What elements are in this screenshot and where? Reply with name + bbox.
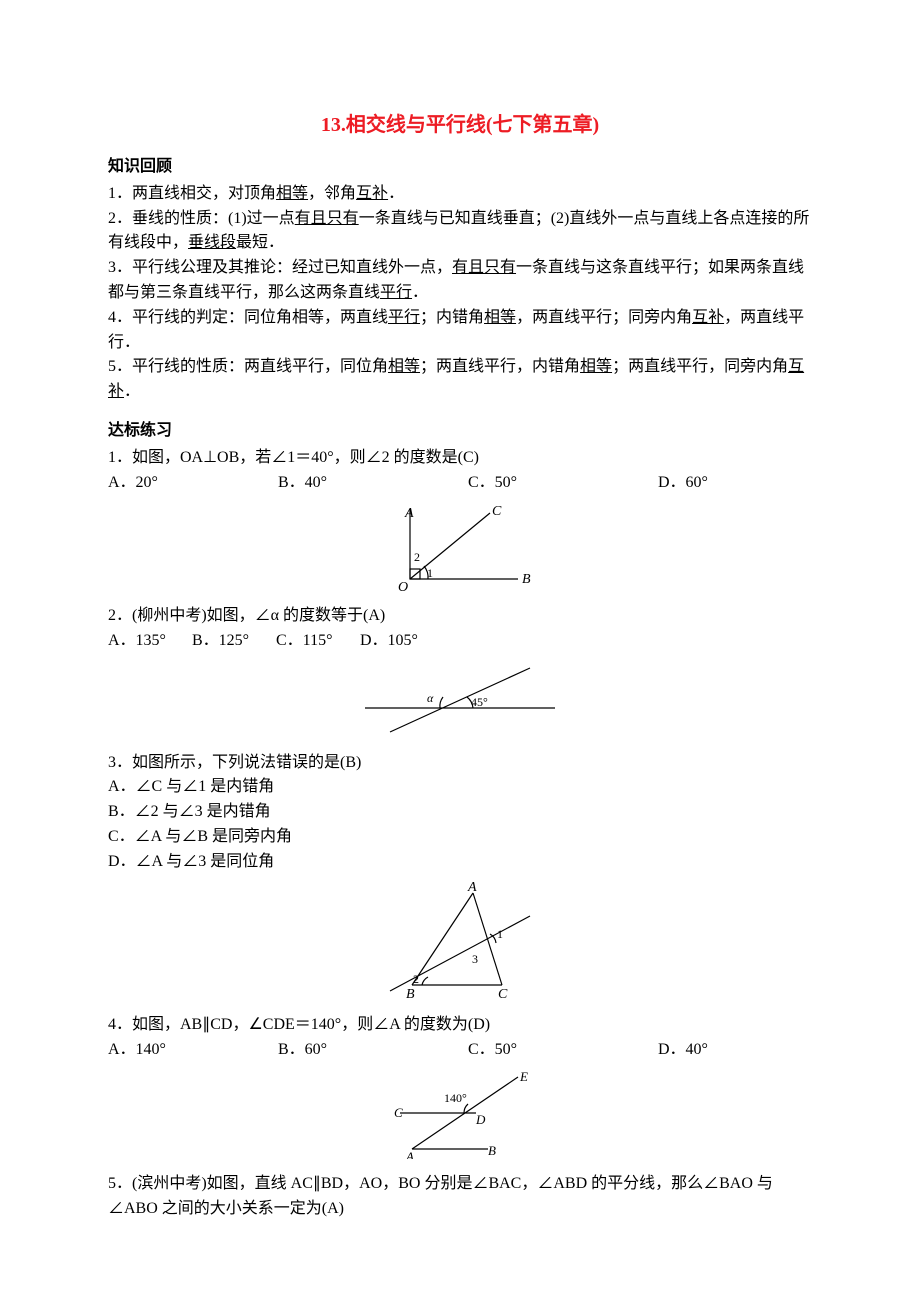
review-head: 知识回顾 bbox=[108, 155, 812, 180]
q2-opt-b: B．125° bbox=[192, 629, 272, 654]
review-p4: 4．平行线的判定：同位角相等，两直线平行；内错角相等，两直线平行；同旁内角互补，… bbox=[108, 306, 812, 356]
label-2: 2 bbox=[414, 550, 420, 564]
blank: 平行 bbox=[388, 309, 420, 326]
label-B: B bbox=[406, 987, 415, 1001]
blank: 相等 bbox=[276, 185, 308, 202]
review-p5: 5．平行线的性质：两直线平行，同位角相等；两直线平行，内错角相等；两直线平行，同… bbox=[108, 355, 812, 405]
label-B: B bbox=[488, 1143, 496, 1158]
q3-opt-b: B．∠2 与∠3 是内错角 bbox=[108, 800, 812, 825]
blank: 相等 bbox=[484, 309, 516, 326]
label-140: 140° bbox=[444, 1091, 467, 1105]
q2-text: 2．(柳州中考)如图，∠α 的度数等于(A) bbox=[108, 604, 812, 629]
label-D: D bbox=[475, 1112, 486, 1127]
q1-opt-d: D．60° bbox=[658, 471, 708, 496]
q1-opt-b: B．40° bbox=[278, 471, 468, 496]
blank: 互补 bbox=[692, 309, 724, 326]
q1-opt-c: C．50° bbox=[468, 471, 658, 496]
label-2: 2 bbox=[413, 972, 419, 986]
q1-text: 1．如图，OA⊥OB，若∠1＝40°，则∠2 的度数是(C) bbox=[108, 446, 812, 471]
blank: 相等 bbox=[580, 358, 612, 375]
q4-figure: C D E A B 140° bbox=[108, 1069, 812, 1168]
q1-opt-a: A．20° bbox=[108, 471, 278, 496]
text: ；两直线平行，内错角 bbox=[420, 358, 580, 375]
text: 最短． bbox=[236, 234, 284, 251]
q4-options: A．140° B．60° C．50° D．40° bbox=[108, 1038, 812, 1063]
q4-text: 4．如图，AB∥CD，∠CDE＝140°，则∠A 的度数为(D) bbox=[108, 1013, 812, 1038]
blank: 有且只有 bbox=[295, 210, 359, 227]
review-p1: 1．两直线相交，对顶角相等，邻角互补． bbox=[108, 182, 812, 207]
text: 3．平行线公理及其推论：经过已知直线外一点， bbox=[108, 259, 452, 276]
q3-figure: A B C 1 2 3 bbox=[108, 881, 812, 1010]
q4-opt-b: B．60° bbox=[278, 1038, 468, 1063]
label-C: C bbox=[498, 987, 508, 1001]
q4-opt-c: C．50° bbox=[468, 1038, 658, 1063]
label-O: O bbox=[398, 580, 408, 591]
blank: 有且只有 bbox=[452, 259, 516, 276]
q3-text: 3．如图所示，下列说法错误的是(B) bbox=[108, 751, 812, 776]
blank: 垂线段 bbox=[188, 234, 236, 251]
text: ；内错角 bbox=[420, 309, 484, 326]
practice-head: 达标练习 bbox=[108, 419, 812, 444]
label-A: A bbox=[405, 1149, 414, 1159]
q3-opt-d: D．∠A 与∠3 是同位角 bbox=[108, 850, 812, 875]
q5-text: 5．(滨州中考)如图，直线 AC∥BD，AO，BO 分别是∠BAC，∠ABD 的… bbox=[108, 1172, 812, 1222]
q2-opt-c: C．115° bbox=[276, 629, 356, 654]
q4-opt-a: A．140° bbox=[108, 1038, 278, 1063]
q2-figure: α 45° bbox=[108, 660, 812, 747]
text: ． bbox=[412, 284, 428, 301]
blank: 相等 bbox=[388, 358, 420, 375]
page-title: 13.相交线与平行线(七下第五章) bbox=[108, 110, 812, 141]
text: ，邻角 bbox=[308, 185, 356, 202]
label-alpha: α bbox=[427, 691, 434, 705]
label-A: A bbox=[404, 506, 414, 521]
q3-opt-a: A．∠C 与∠1 是内错角 bbox=[108, 775, 812, 800]
blank: 平行 bbox=[380, 284, 412, 301]
label-1: 1 bbox=[427, 566, 433, 580]
q2-options: A．135° B．125° C．115° D．105° bbox=[108, 629, 812, 654]
q2-opt-a: A．135° bbox=[108, 629, 188, 654]
label-45: 45° bbox=[471, 695, 488, 709]
label-B: B bbox=[522, 572, 531, 587]
text: 4．平行线的判定：同位角相等，两直线 bbox=[108, 309, 388, 326]
label-C: C bbox=[492, 504, 502, 519]
q2-opt-d: D．105° bbox=[360, 629, 418, 654]
blank: 互补 bbox=[356, 185, 388, 202]
q3-opt-c: C．∠A 与∠B 是同旁内角 bbox=[108, 825, 812, 850]
text: ，两直线平行；同旁内角 bbox=[516, 309, 692, 326]
text: 5．平行线的性质：两直线平行，同位角 bbox=[108, 358, 388, 375]
q1-figure: A C B O 1 2 bbox=[108, 501, 812, 600]
q1-options: A．20° B．40° C．50° D．60° bbox=[108, 471, 812, 496]
label-1: 1 bbox=[497, 927, 503, 941]
label-C: C bbox=[394, 1105, 403, 1120]
text: 1．两直线相交，对顶角 bbox=[108, 185, 276, 202]
text: ；两直线平行，同旁内角 bbox=[612, 358, 788, 375]
q4-opt-d: D．40° bbox=[658, 1038, 708, 1063]
label-E: E bbox=[519, 1069, 528, 1084]
label-A: A bbox=[467, 881, 477, 895]
label-3: 3 bbox=[472, 952, 478, 966]
text: 2．垂线的性质：(1)过一点 bbox=[108, 210, 295, 227]
text: ． bbox=[124, 383, 140, 400]
text: ． bbox=[388, 185, 404, 202]
review-p2: 2．垂线的性质：(1)过一点有且只有一条直线与已知直线垂直；(2)直线外一点与直… bbox=[108, 207, 812, 257]
review-p3: 3．平行线公理及其推论：经过已知直线外一点，有且只有一条直线与这条直线平行；如果… bbox=[108, 256, 812, 306]
